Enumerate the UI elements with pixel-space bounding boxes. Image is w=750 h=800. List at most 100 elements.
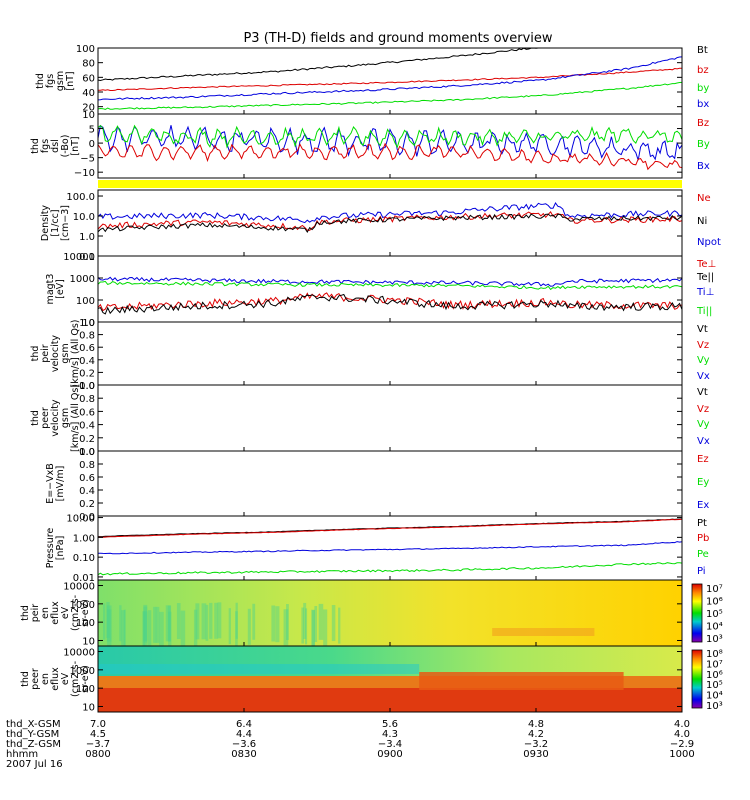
series-line-ti⊥ [97,276,683,287]
spectrogram-streak [147,610,152,647]
x-annotation-value: 6.4 [236,719,252,730]
spectrogram-cool-band [98,664,420,674]
y-tick-label: 0.10 [73,553,95,564]
x-axis-annotation: thd_X-GSM 7.0 6.4 5.6 4.8 4.0 thd_Y-GSM 4.5 4.4 4… [6,719,695,770]
series-line-pe [97,562,683,576]
y-axis-label: (-Bo) [60,135,71,158]
y-tick-label: 0.8 [79,331,95,342]
y-axis-label: eflux [50,667,61,691]
y-tick-label: 1000 [70,600,95,611]
y-tick-label: 10000 [63,648,95,659]
y-axis-label: [km/s] (All Qs) [70,320,81,388]
spectrogram-streak [228,608,231,645]
y-tick-label: 10 [82,702,95,713]
legend-entry: Ex [697,500,709,511]
x-tick-label-hhmm: 0800 [85,749,110,760]
spectrogram-streak [205,604,209,641]
y-tick-label: 0.2 [79,434,95,445]
x-tick-label-hhmm: 0830 [231,749,256,760]
spectrogram-streak [143,611,148,648]
spectrogram-streak [143,604,148,641]
legend-entry: Pb [697,533,709,544]
spectrogram-streak [305,608,308,645]
legend-entry: Bz [697,118,709,129]
legend-entry: Bt [697,45,708,56]
y-tick-label: −10 [74,168,95,179]
y-tick-label: 1.0 [79,318,95,329]
y-axis-label: gsm [60,343,71,363]
x-annotation-value: 4.0 [674,729,690,740]
x-annotation-value: −2.9 [670,739,694,750]
x-annotation-value: 4.4 [236,729,252,740]
spectrogram-streak [301,607,305,644]
x-annotation-row-label: thd_Z-GSM [6,739,61,750]
colorbar-tick-label: 10⁴ [706,622,723,633]
y-axis-label: thd [30,138,41,154]
legend-entry: Vz [697,404,709,415]
legend-entry: Vz [697,340,709,351]
spectrogram-streak [106,602,110,639]
x-annotation-value: −3.2 [524,739,548,750]
x-tick-label-hhmm: 1000 [669,749,694,760]
panel-frame [97,47,683,115]
colorbar-tick-label: 10⁷ [706,659,723,670]
spectrogram-streak [165,605,171,642]
y-tick-label: 10000 [63,252,95,263]
panel-1: Bt bz by bx 20 40 60 80 100 thd fgs gsm [nT] [35,44,709,115]
y-axis-label: eflux [50,601,61,625]
y-axis-label: thd [30,410,41,426]
colorbar-tick-label: 10⁸ [706,649,723,660]
legend-entry: Ni [697,216,707,227]
spectrogram-streak [209,602,213,639]
legend-entry: Te⊥ [696,259,716,270]
y-axis-label: thd [20,671,31,687]
x-annotation-value: 4.0 [674,719,690,730]
y-tick-label: 1000 [70,666,95,677]
y-axis-label: fgs [45,74,56,88]
y-tick-label: 0.2 [79,499,95,510]
y-axis-label: peer [40,407,51,429]
spectrogram-warm-patch [492,628,595,636]
colorbar [691,649,703,709]
spectrogram-streak [312,610,315,647]
y-axis-label: [1/cc] [50,209,61,236]
y-tick-label: 0 [89,139,95,150]
y-axis-label: eV [60,606,71,619]
panel-6: Vt Vz Vy Vx 0.0 0.2 0.4 0.6 0.8 1.0 thd peer velocit… [30,381,710,458]
y-tick-label: 0.2 [79,368,95,379]
y-tick-label: 0.0 [79,447,95,458]
spectrogram-streak [318,603,324,640]
spectrogram-streak [286,604,289,641]
y-tick-label: 10000 [63,582,95,593]
y-tick-label: 10.0 [73,212,95,223]
spectrogram-streak [338,607,341,644]
legend-entry: Vy [697,419,710,430]
colorbar-tick-label: 10⁶ [706,670,723,681]
y-tick-label: 40 [82,88,95,99]
x-annotation-row-label: thd_X-GSM [6,719,61,730]
colorbar-tick-label: 10⁵ [706,609,723,620]
y-tick-label: 1.0 [79,381,95,392]
y-tick-label: 0.4 [79,356,95,367]
spectrogram-streak [247,608,251,645]
y-axis-label: [mV/m] [55,466,66,502]
date-label: 2007 Jul 16 [6,759,63,770]
data-gap-bar [98,180,682,188]
series-line-te|| [97,293,683,315]
y-tick-label: 100 [76,44,95,55]
series-line-npot [97,202,683,224]
series-line-bt [97,47,682,82]
y-tick-label: 60 [82,73,95,84]
spectrogram-hot-patch [419,672,624,690]
y-axis-label: thd [35,73,46,89]
y-tick-label: 10 [82,636,95,647]
legend-entry: bx [697,99,709,110]
y-axis-label: [nT] [70,136,81,155]
legend-entry: Bx [697,161,710,172]
y-axis-label: sr-eV) [80,665,91,693]
figure-title: P3 (TH-D) fields and ground moments over… [243,31,552,46]
x-annotation-value: 4.5 [90,729,106,740]
legend-entry: Ey [697,477,709,488]
